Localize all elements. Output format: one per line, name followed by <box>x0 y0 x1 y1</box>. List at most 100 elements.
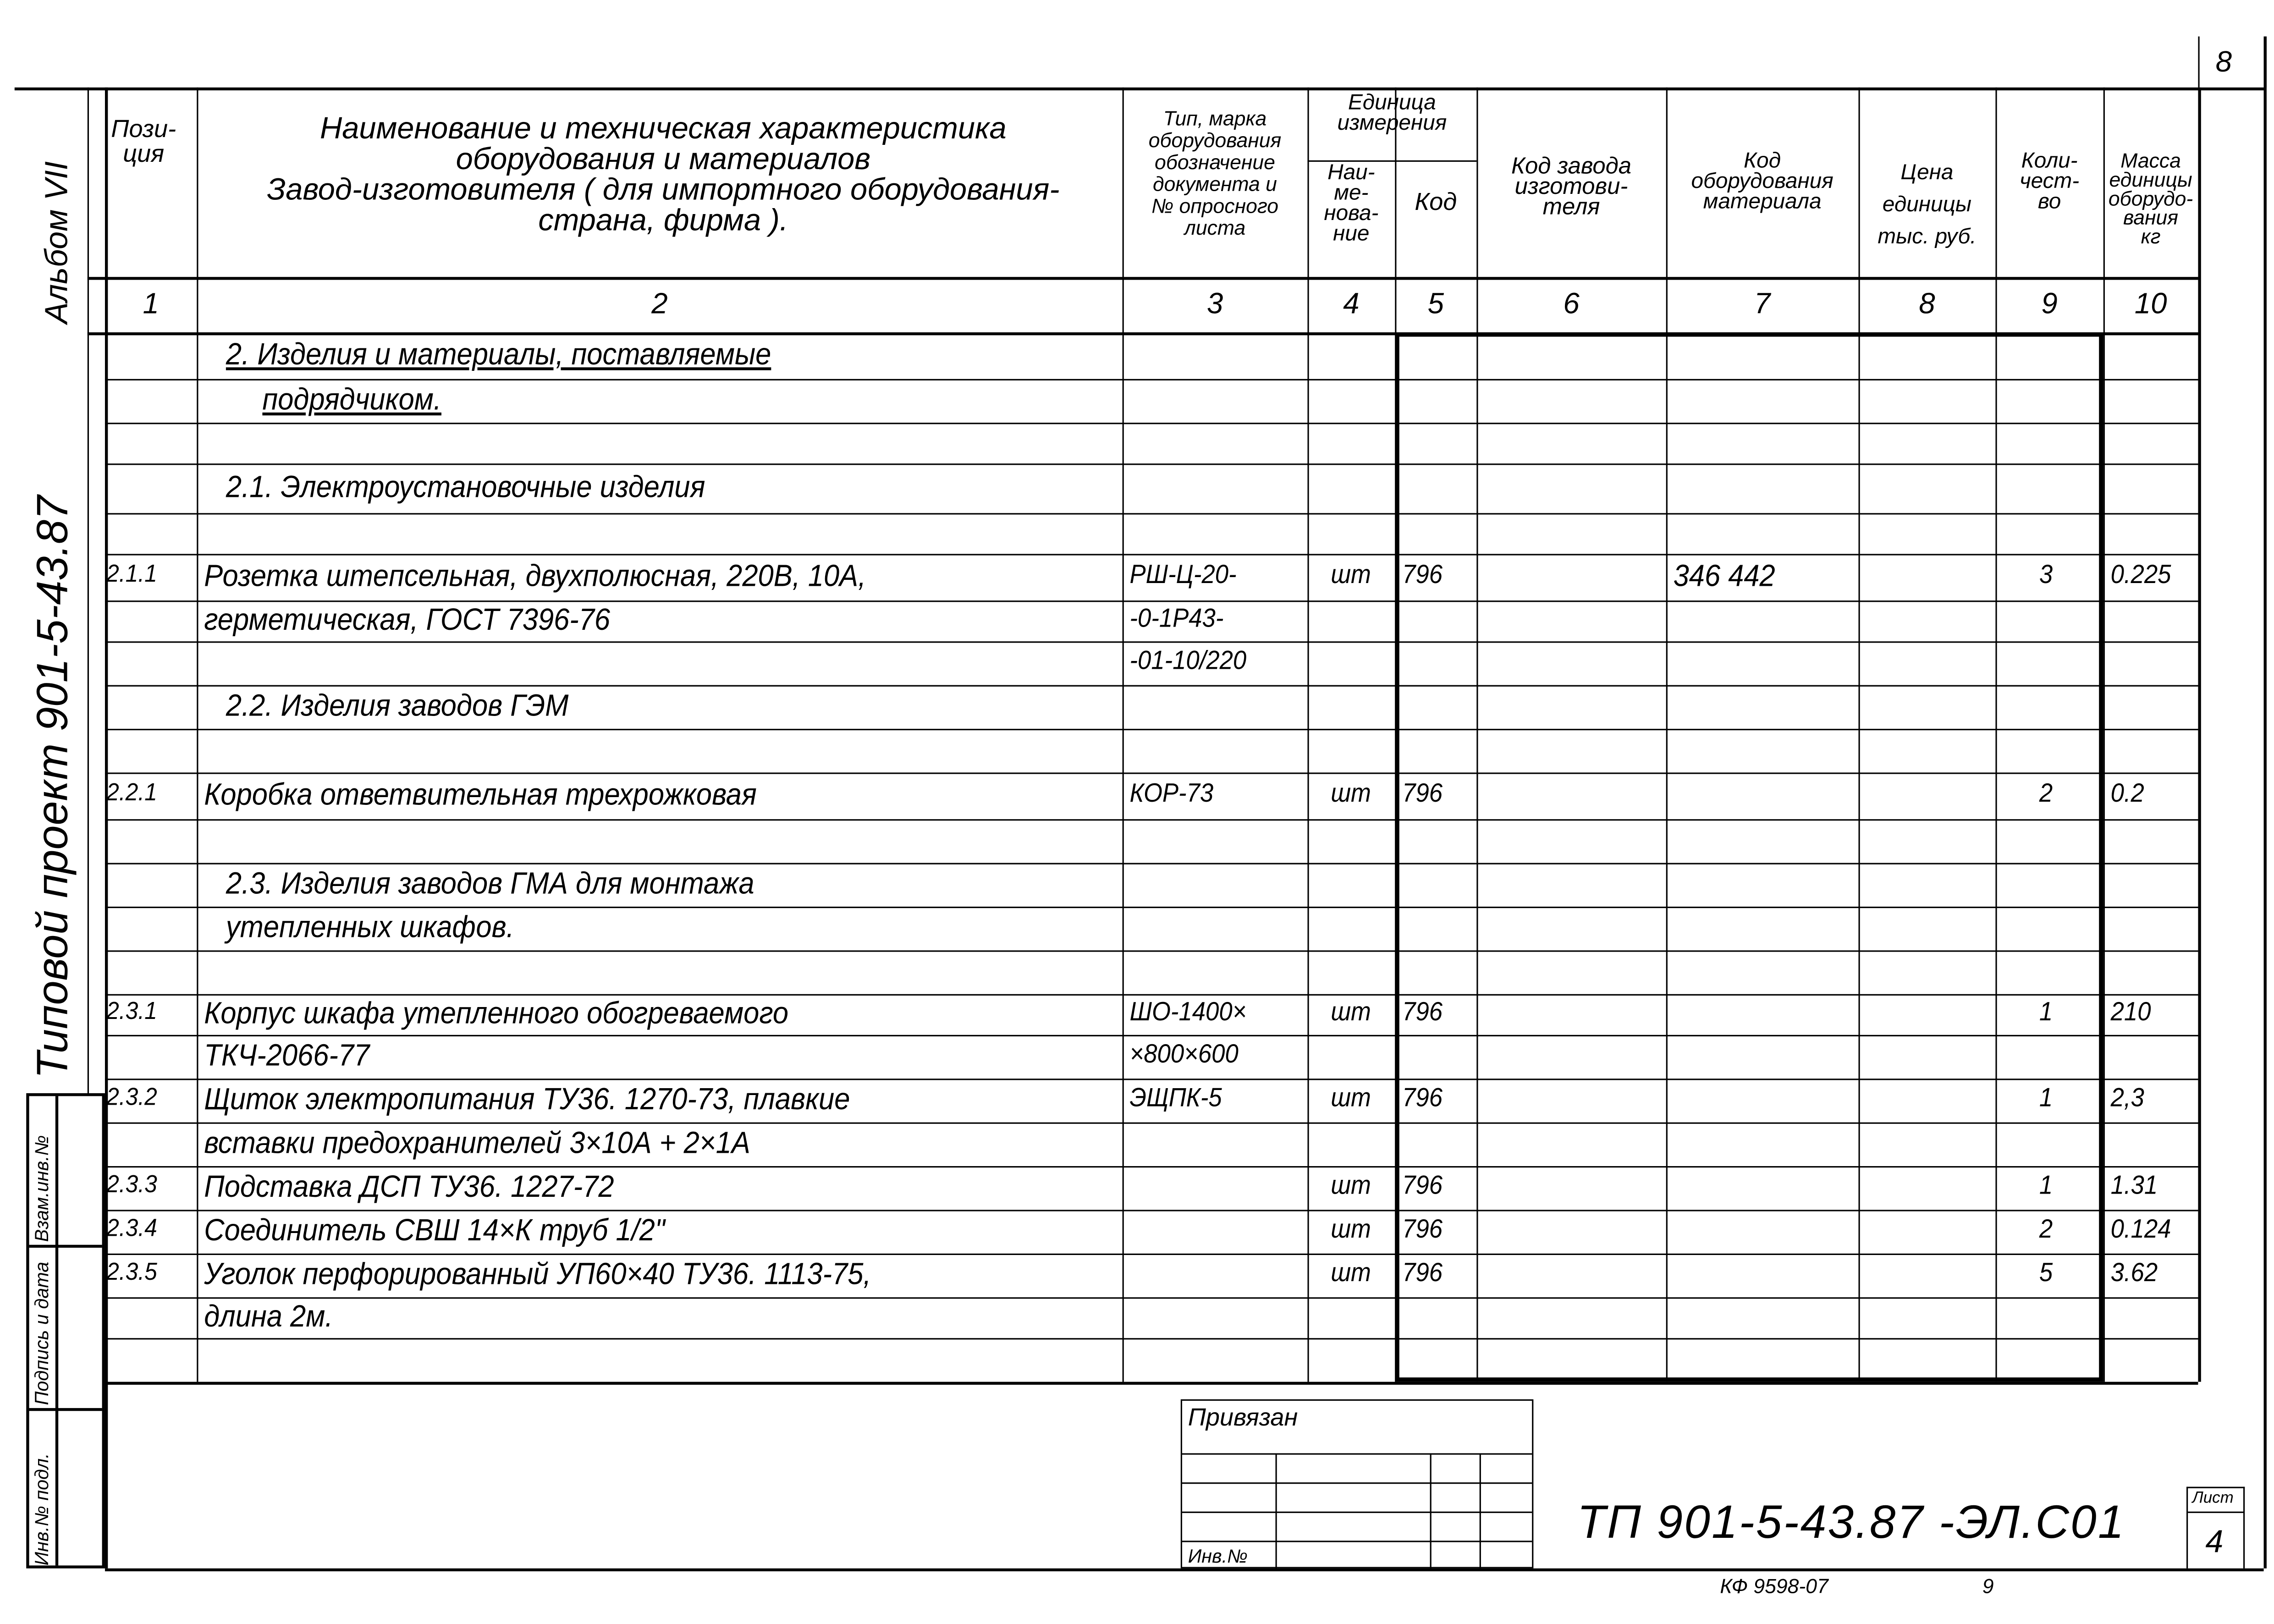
cell-unit: шт <box>1331 1083 1371 1112</box>
cell-name: Уголок перфорированный УП60×40 ТУ36. 111… <box>204 1258 871 1292</box>
cell-type: ШО-1400× <box>1129 997 1247 1026</box>
cell-name: Коробка ответвительная трехрожковая <box>204 778 757 812</box>
cell-name: 2.3. Изделия заводов ГМА для монтажа <box>226 867 754 901</box>
row-divider <box>105 513 2198 515</box>
cell-quantity: 1 <box>2039 997 2053 1026</box>
cell-unit-code: 796 <box>1402 1258 1443 1287</box>
cell-mass: 1.31 <box>2110 1170 2158 1200</box>
cell-quantity: 2 <box>2039 778 2053 808</box>
cell-unit: шт <box>1331 1214 1371 1244</box>
row-divider <box>105 819 2198 821</box>
cell-mass: 0.124 <box>2110 1214 2171 1244</box>
cell-type: ЭЩПК-5 <box>1129 1083 1222 1112</box>
row-divider <box>105 1122 2198 1124</box>
cell-name: Розетка штепсельная, двухполюсная, 220В,… <box>204 560 866 594</box>
binding-label: Привязан <box>1188 1404 1298 1431</box>
row-divider <box>105 863 2198 864</box>
column-number: 9 <box>2041 288 2058 321</box>
column-number: 1 <box>143 288 159 321</box>
footer-stamp-code: КФ 9598-07 <box>1720 1574 1828 1598</box>
column-number: 10 <box>2134 288 2167 321</box>
cell-unit: шт <box>1331 1258 1371 1287</box>
stamp-signature-date: Подпись и дата <box>30 1261 53 1405</box>
column-divider <box>1307 87 1309 1382</box>
stamp-original-inv: Инв.№ подл. <box>30 1453 53 1566</box>
cell-equipment-code: 346 442 <box>1673 560 1775 594</box>
sheet-number: 8 <box>2215 46 2232 79</box>
header-type: Тип, марка оборудования обозначение доку… <box>1148 106 1282 239</box>
row-divider <box>105 423 2198 424</box>
cell-name: ТКЧ-2066-77 <box>204 1039 370 1073</box>
row-divider <box>105 950 2198 952</box>
column-divider <box>2198 87 2201 1382</box>
row-divider <box>105 772 2198 774</box>
table-bottom <box>105 1382 2198 1385</box>
row-divider <box>105 600 2198 602</box>
column-number: 7 <box>1754 288 1771 321</box>
row-divider <box>105 685 2198 687</box>
header-unit-price: Цена единицы тыс. руб. <box>1878 160 1977 249</box>
column-number: 3 <box>1206 288 1223 321</box>
row-divider <box>105 729 2198 731</box>
cell-position: 2.3.5 <box>106 1258 157 1286</box>
cell-type: -0-1Р43- <box>1129 603 1224 633</box>
cell-name: вставки предохранителей 3×10А + 2×1А <box>204 1127 750 1161</box>
cell-mass: 0.225 <box>2110 560 2171 589</box>
row-divider <box>105 1297 2198 1299</box>
cell-unit: шт <box>1331 1170 1371 1200</box>
cell-unit-code: 796 <box>1402 778 1443 808</box>
header-position: Пози- ция <box>111 115 176 168</box>
cell-unit: шт <box>1331 778 1371 808</box>
cell-name: утепленных шкафов. <box>226 911 514 945</box>
cell-name: Соединитель СВШ 14×К труб 1/2" <box>204 1214 665 1248</box>
cell-unit-code: 796 <box>1402 560 1443 589</box>
album-label: Альбом VII <box>38 161 75 324</box>
cell-mass: 0.2 <box>2110 778 2144 808</box>
cell-unit-code: 796 <box>1402 1170 1443 1200</box>
row-divider <box>105 906 2198 908</box>
cell-name: 2. Изделия и материалы, поставляемые <box>226 338 771 372</box>
row-divider <box>105 641 2198 643</box>
column-divider <box>1858 87 1860 1382</box>
header-equipment-code: Код оборудования материала <box>1691 149 1834 215</box>
cell-type: РШ-Ц-20- <box>1129 560 1237 589</box>
sheet-number-box <box>2198 36 2267 88</box>
cell-position: 2.3.4 <box>106 1214 157 1242</box>
cell-name: длина 2м. <box>204 1300 333 1334</box>
cell-quantity: 5 <box>2039 1258 2053 1287</box>
approval-stamp: Взам.инв.№ Подпись и дата Инв.№ подл. <box>26 1093 105 1569</box>
row-divider <box>105 1079 2198 1080</box>
column-divider <box>2103 87 2105 1382</box>
header-factory-code: Код завода изготови- теля <box>1511 154 1632 220</box>
column-number: 5 <box>1427 288 1444 321</box>
cell-position: 2.2.1 <box>106 778 157 806</box>
sheet-value: 4 <box>2205 1523 2224 1560</box>
header-quantity: Коли- чест- во <box>2019 149 2080 215</box>
cell-name: герметическая, ГОСТ 7396-76 <box>204 603 611 637</box>
cell-quantity: 3 <box>2039 560 2053 589</box>
frame-left <box>105 87 108 1569</box>
row-divider <box>105 1253 2198 1255</box>
cell-unit-code: 796 <box>1402 1214 1443 1244</box>
column-number: 2 <box>651 288 668 321</box>
header-name: Наименование и техническая характеристик… <box>267 112 1060 238</box>
cell-position: 2.1.1 <box>106 560 157 588</box>
project-label: Типовой проект 901-5-43.87 <box>29 495 77 1079</box>
cell-unit-code: 796 <box>1402 1083 1443 1112</box>
cell-name: подрядчиком. <box>262 383 441 417</box>
column-divider <box>1995 87 1997 1382</box>
column-divider <box>1666 87 1668 1382</box>
frame-top <box>14 87 2264 91</box>
row-divider <box>105 379 2198 380</box>
cell-name: 2.1. Электроустановочные изделия <box>226 471 705 505</box>
column-divider <box>1476 87 1478 1382</box>
header-unit-code: Код <box>1415 188 1457 216</box>
stamp-replacement-inv: Взам.инв.№ <box>30 1135 53 1242</box>
unit-group-divider <box>1307 160 1477 162</box>
row-divider <box>105 994 2198 996</box>
row-divider <box>105 1035 2198 1036</box>
cell-name: Подставка ДСП ТУ36. 1227-72 <box>204 1170 614 1204</box>
cell-type: ×800×600 <box>1129 1039 1239 1068</box>
cell-unit: шт <box>1331 560 1371 589</box>
